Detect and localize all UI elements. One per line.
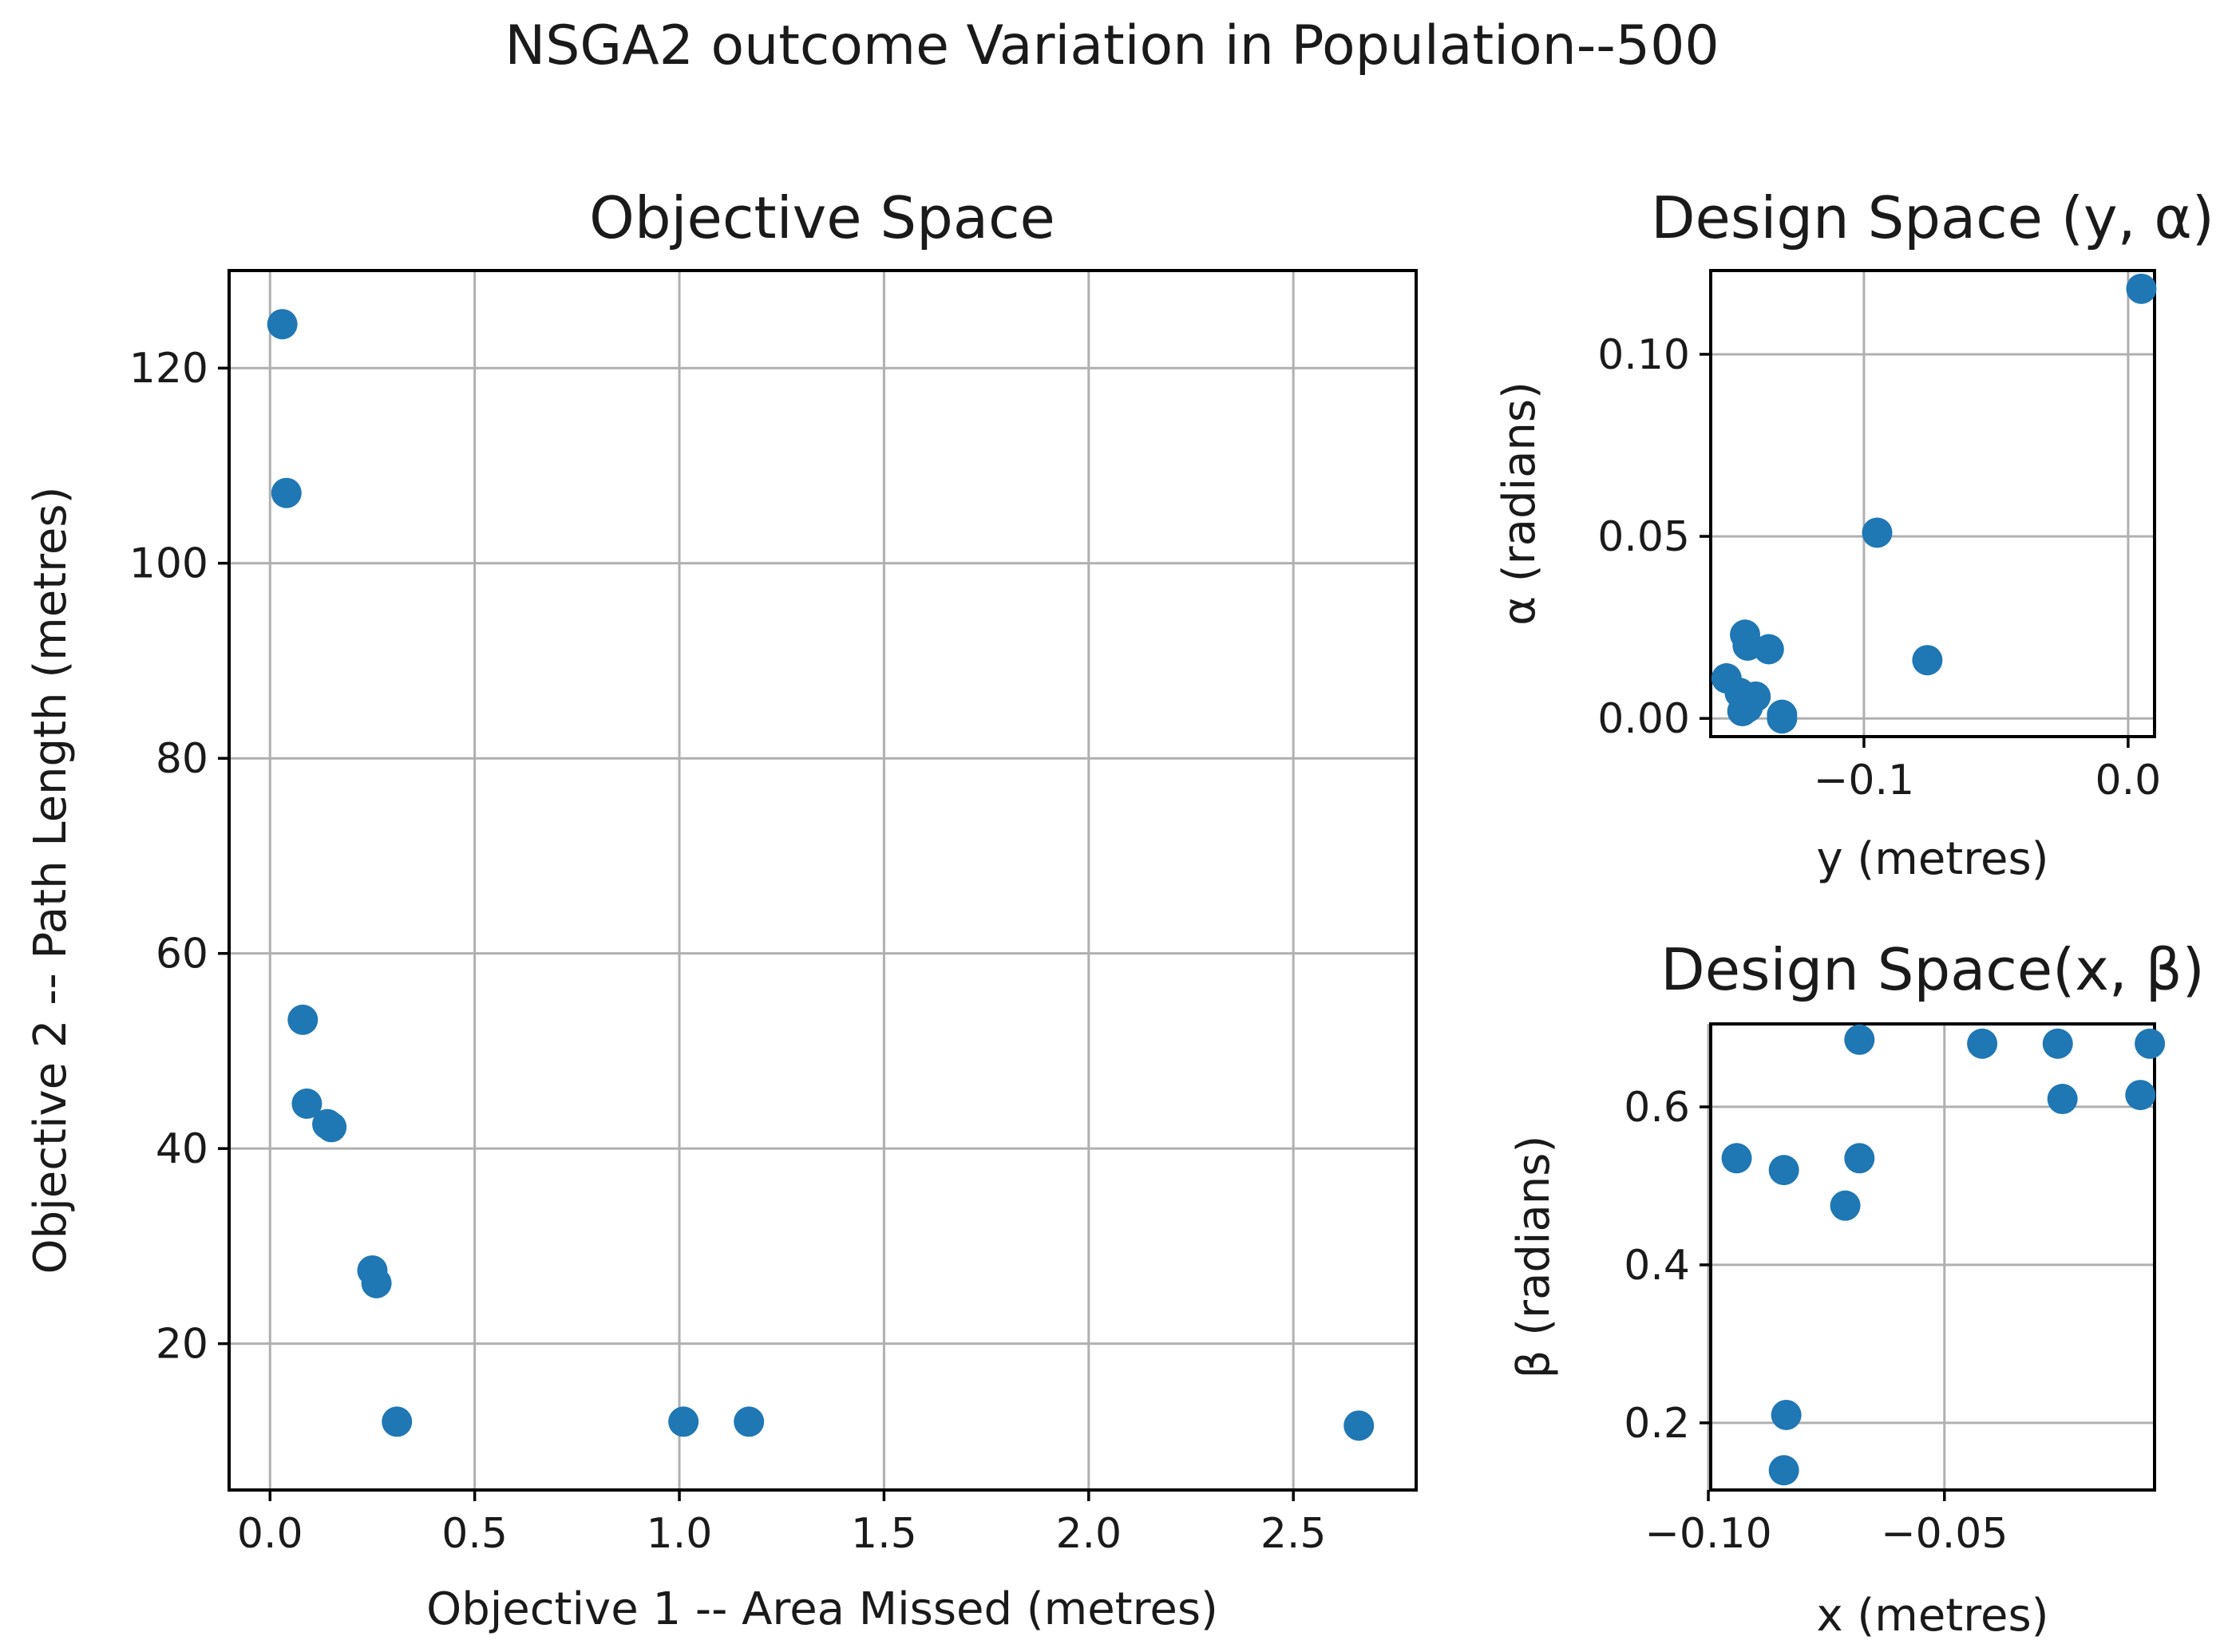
- objective-x-tick-label: 2.0: [1055, 1510, 1122, 1558]
- design-x-beta-data-point: [1771, 1399, 1802, 1430]
- design-y-alpha-x-axis-label: y (metres): [1816, 833, 2048, 885]
- objective-space-chart: 0.0 0.5 1.0 1.5 2.0 2.5 20 40 60 80 100 120 Objecti…: [25, 184, 1418, 1635]
- figure-suptitle: NSGA2 outcome Variation in Population--5…: [505, 14, 1719, 77]
- design-y-alpha-data-point: [1732, 692, 1763, 723]
- design-y-alpha-data-point: [1753, 634, 1784, 665]
- design-x-beta-data-point: [1967, 1028, 1998, 1059]
- design-y-alpha-y-axis-label: α (radians): [1494, 381, 1545, 626]
- design-y-alpha-data-point: [1862, 517, 1893, 548]
- design-x-beta-data-point: [1830, 1190, 1861, 1221]
- objective-data-point: [267, 309, 298, 340]
- design-x-beta-x-tick-label: −0.10: [1644, 1510, 1771, 1558]
- objective-data-point: [1344, 1410, 1375, 1441]
- objective-x-axis-label: Objective 1 -- Area Missed (metres): [426, 1583, 1218, 1635]
- design-y-alpha-data-point: [1767, 703, 1798, 734]
- design-y-alpha-data-point: [1912, 645, 1943, 676]
- design-y-alpha-x-tick-label: 0.0: [2095, 757, 2162, 804]
- design-space-x-beta-chart: −0.10 −0.05 0.2 0.4 0.6 Design Space(x, β) x…: [1508, 936, 2205, 1642]
- objective-data-point: [287, 1004, 319, 1035]
- design-y-alpha-ticks: −0.1 0.0 0.00 0.05 0.10: [1597, 331, 2161, 804]
- objective-data-point: [316, 1112, 347, 1143]
- design-x-beta-data-point: [1844, 1143, 1875, 1174]
- objective-data-point: [271, 477, 302, 508]
- objective-y-tick-label: 40: [156, 1125, 208, 1173]
- design-x-beta-data-point: [2135, 1028, 2166, 1059]
- design-x-beta-data-point: [1721, 1143, 1752, 1174]
- objective-points: [267, 309, 1375, 1441]
- objective-data-point: [361, 1267, 392, 1298]
- design-x-beta-points: [1721, 1024, 2166, 1486]
- objective-y-axis-label: Objective 2 -- Path Length (metres): [25, 487, 77, 1275]
- objective-x-tick-label: 2.5: [1260, 1510, 1327, 1558]
- design-y-alpha-points: [1711, 273, 2157, 734]
- design-y-alpha-data-point: [2126, 273, 2157, 304]
- design-x-beta-data-point: [1768, 1455, 1799, 1486]
- objective-grid: [229, 271, 1416, 1490]
- design-x-beta-ticks: −0.10 −0.05 0.2 0.4 0.6: [1624, 1084, 2008, 1558]
- design-y-alpha-y-tick-label: 0.10: [1597, 331, 1690, 379]
- design-x-beta-data-point: [2047, 1084, 2078, 1115]
- objective-data-point: [291, 1088, 323, 1119]
- design-x-beta-y-tick-label: 0.2: [1624, 1400, 1690, 1448]
- objective-data-point: [668, 1406, 699, 1437]
- design-y-alpha-x-tick-label: −0.1: [1814, 757, 1914, 804]
- design-y-alpha-y-tick-label: 0.05: [1597, 513, 1690, 561]
- objective-data-point: [382, 1406, 413, 1437]
- design-x-beta-data-point: [2042, 1028, 2073, 1059]
- design-x-beta-y-axis-label: β (radians): [1508, 1136, 1560, 1379]
- objective-y-tick-label: 100: [129, 540, 208, 588]
- design-x-beta-axes-frame: [1709, 1022, 2156, 1492]
- objective-x-tick-label: 1.0: [647, 1510, 713, 1558]
- objective-data-point: [734, 1406, 765, 1437]
- design-y-alpha-y-tick-label: 0.00: [1597, 695, 1690, 743]
- design-x-beta-y-tick-label: 0.4: [1624, 1242, 1690, 1290]
- objective-axes-frame: [228, 269, 1418, 1492]
- objective-x-tick-label: 0.5: [441, 1510, 508, 1558]
- objective-y-tick-label: 60: [156, 931, 208, 978]
- design-x-beta-x-tick-label: −0.05: [1881, 1510, 2008, 1558]
- design-x-beta-data-point: [1768, 1155, 1799, 1186]
- design-x-beta-x-axis-label: x (metres): [1816, 1590, 2048, 1642]
- objective-x-tick-label: 1.5: [851, 1510, 917, 1558]
- objective-y-tick-label: 80: [156, 735, 208, 783]
- objective-y-tick-label: 20: [156, 1321, 208, 1369]
- objective-space-title: Objective Space: [589, 184, 1055, 251]
- objective-ticks: 0.0 0.5 1.0 1.5 2.0 2.5 20 40 60 80 100 120: [129, 345, 1327, 1558]
- design-space-y-alpha-chart: −0.1 0.00.000.050.10 Design Space (y, α) …: [1494, 184, 2214, 885]
- objective-x-tick-label: 0.0: [237, 1510, 303, 1558]
- design-y-alpha-title: Design Space (y, α): [1651, 184, 2214, 251]
- design-x-beta-data-point: [2125, 1080, 2156, 1111]
- objective-y-tick-label: 120: [129, 345, 208, 393]
- design-x-beta-y-tick-label: 0.6: [1624, 1084, 1690, 1132]
- design-x-beta-title: Design Space(x, β): [1660, 936, 2204, 1003]
- design-x-beta-data-point: [1844, 1024, 1875, 1055]
- design-y-alpha-axes-frame: [1709, 269, 2156, 738]
